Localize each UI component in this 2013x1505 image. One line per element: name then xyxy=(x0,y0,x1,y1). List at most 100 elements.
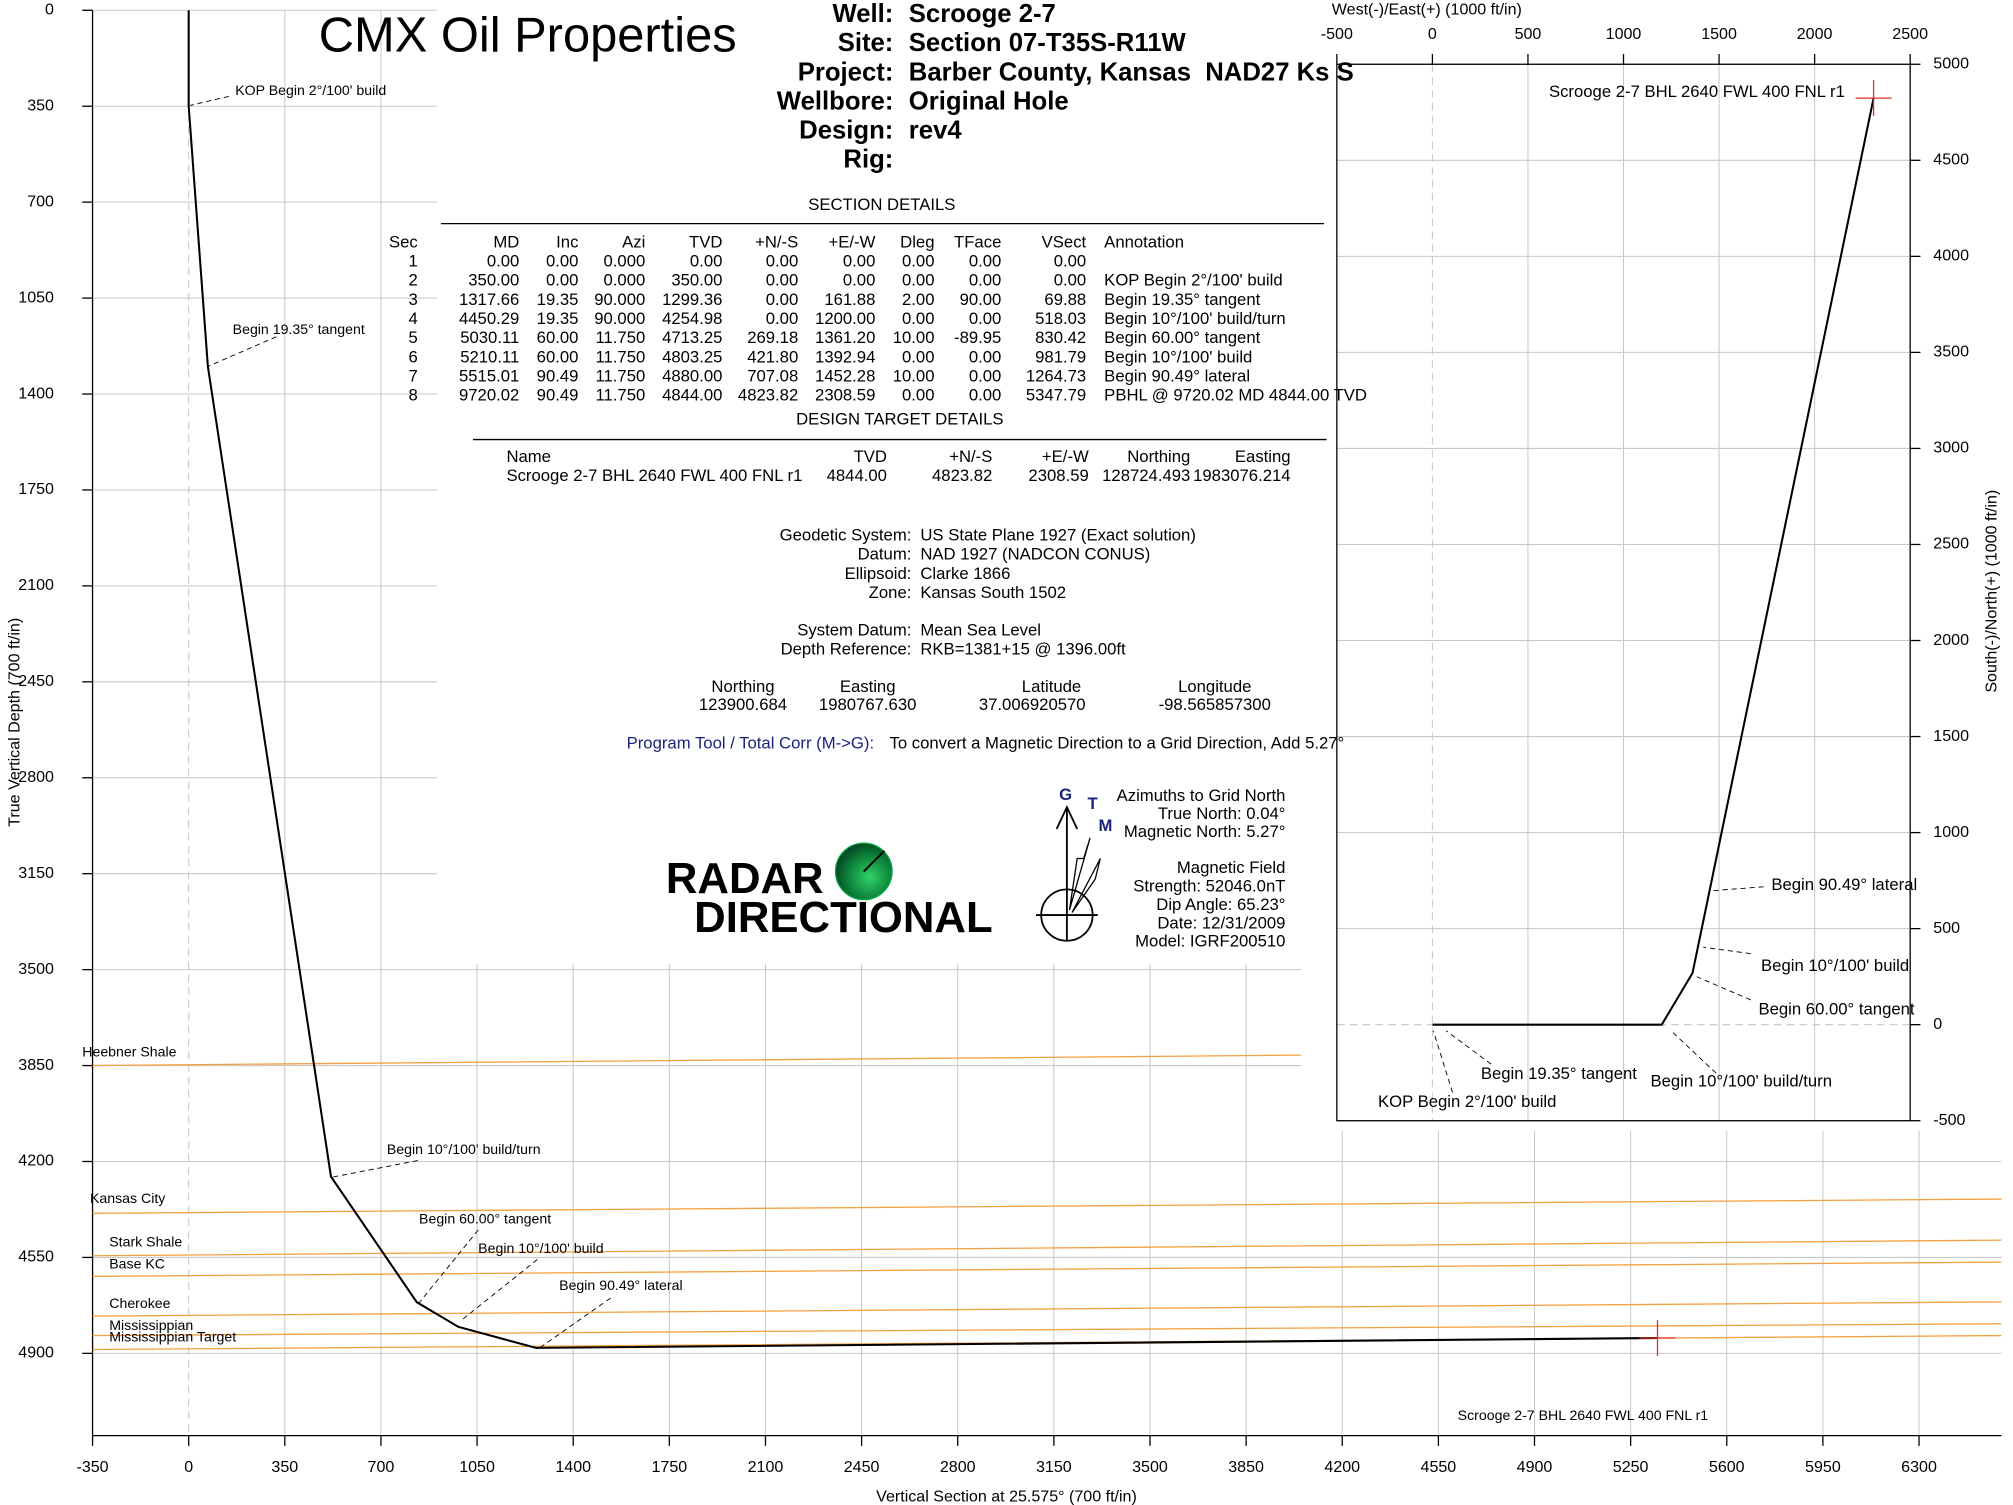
table-cell: 0.00 xyxy=(487,252,519,271)
x-tick-label: 1050 xyxy=(459,1458,495,1476)
info-label: Project: xyxy=(798,58,894,86)
table-cell: 0.00 xyxy=(969,386,1001,405)
table-cell: 0.00 xyxy=(690,252,722,271)
x-tick-label: 0 xyxy=(1428,25,1437,43)
y-tick-label: 2800 xyxy=(18,768,54,786)
formation-label: Heebner Shale xyxy=(82,1043,176,1059)
magnetic-text: Dip Angle: 65.23° xyxy=(1156,895,1285,914)
x-tick-label: -350 xyxy=(76,1458,108,1476)
table-cell: 0.00 xyxy=(766,309,798,328)
table-header: Inc xyxy=(556,232,578,251)
x-tick-label: 1400 xyxy=(555,1458,591,1476)
x-tick-label: 3150 xyxy=(1036,1458,1072,1476)
annotation: Begin 60.00° tangent xyxy=(1758,1000,1914,1019)
x-tick-label: 700 xyxy=(368,1458,395,1476)
table-cell: Begin 60.00° tangent xyxy=(1104,328,1260,347)
leader-line xyxy=(459,1259,538,1322)
table-cell: 0.00 xyxy=(766,252,798,271)
magnetic-text: Magnetic Field xyxy=(1177,858,1286,877)
geodetic-value: Mean Sea Level xyxy=(920,620,1041,639)
y-tick-label: 0 xyxy=(45,1,54,19)
leader-line xyxy=(1432,1030,1453,1093)
y-tick-label: 0 xyxy=(1933,1015,1942,1033)
table-cell: 4 xyxy=(408,309,417,328)
info-value: Section 07-T35S-R11W xyxy=(909,29,1187,57)
table-header: TVD xyxy=(689,232,722,251)
table-cell: Begin 90.49° lateral xyxy=(1104,366,1250,385)
plot-frame xyxy=(1336,63,1911,1122)
table-header: TFace xyxy=(954,232,1001,251)
table-header: +E/-W xyxy=(1042,447,1089,466)
table-cell: 0.00 xyxy=(843,271,875,290)
location-value: 1980767.630 xyxy=(819,695,916,714)
table-cell: 2308.59 xyxy=(815,386,875,405)
y-tick-label: -500 xyxy=(1933,1111,1965,1129)
correction-label: Program Tool / Total Corr (M->G): xyxy=(627,734,874,753)
y-tick-label: 4000 xyxy=(1933,247,1969,265)
x-tick-label: 350 xyxy=(271,1458,298,1476)
x-tick-label: 500 xyxy=(1515,25,1542,43)
table-header: Annotation xyxy=(1104,232,1184,251)
azimuth-text: Azimuths to Grid North xyxy=(1117,786,1286,805)
y-tick-label: 3150 xyxy=(18,864,54,882)
x-tick-label: 2100 xyxy=(748,1458,784,1476)
table-header: MD xyxy=(493,232,519,251)
table-cell: 4823.82 xyxy=(738,386,798,405)
azimuth-text: Magnetic North: 5.27° xyxy=(1124,822,1286,841)
formation-line xyxy=(92,1301,2002,1317)
table-cell: 60.00 xyxy=(537,347,579,366)
y-tick-label: 4550 xyxy=(18,1248,54,1266)
north-letter: T xyxy=(1088,794,1099,813)
table-header: +N/-S xyxy=(949,447,992,466)
magnetic-text: Strength: 52046.0nT xyxy=(1133,877,1285,896)
location-value: -98.565857300 xyxy=(1159,695,1271,714)
geodetic-value: NAD 1927 (NADCON CONUS) xyxy=(920,545,1150,564)
table-cell: 5515.01 xyxy=(459,366,519,385)
leader-line xyxy=(331,1160,418,1178)
table-cell: 6 xyxy=(408,347,417,366)
table-cell: -89.95 xyxy=(954,328,1001,347)
formation-line xyxy=(92,1261,2002,1277)
table-cell: 350.00 xyxy=(468,271,519,290)
y-tick-label: 1050 xyxy=(18,288,54,306)
info-value: rev4 xyxy=(909,116,963,144)
y-tick-label: 2500 xyxy=(1933,535,1969,553)
table-cell: 0.00 xyxy=(546,252,578,271)
table-cell: 19.35 xyxy=(537,309,579,328)
table-cell: 60.00 xyxy=(537,328,579,347)
table-cell: 0.00 xyxy=(969,252,1001,271)
table-cell: 0.00 xyxy=(766,271,798,290)
table-header: Name xyxy=(506,447,551,466)
table-cell: 0.00 xyxy=(902,347,934,366)
table-cell: 1264.73 xyxy=(1026,366,1086,385)
x-tick-label: 4900 xyxy=(1517,1458,1553,1476)
leader-line xyxy=(1445,1030,1492,1065)
table-cell: 0.00 xyxy=(902,386,934,405)
north-letter: G xyxy=(1059,785,1072,804)
info-value: Barber County, Kansas NAD27 Ks S xyxy=(909,58,1354,86)
x-tick-label: 2000 xyxy=(1797,25,1833,43)
x-tick-label: 5950 xyxy=(1805,1458,1841,1476)
table-cell: 0.00 xyxy=(546,271,578,290)
annotation: Scrooge 2-7 BHL 2640 FWL 400 FNL r1 xyxy=(1549,82,1845,101)
y-tick-label: 500 xyxy=(1933,919,1960,937)
magnetic-text: Model: IGRF200510 xyxy=(1135,932,1285,951)
table-cell: 350.00 xyxy=(671,271,722,290)
x-axis-title: West(-)/East(+) (1000 ft/in) xyxy=(1332,1,1522,19)
leader-line xyxy=(208,336,277,367)
x-tick-label: 3850 xyxy=(1228,1458,1264,1476)
logo-text: DIRECTIONAL xyxy=(694,893,993,942)
formation-label: Mississippian Target xyxy=(109,1329,236,1345)
formation-label: Cherokee xyxy=(109,1295,170,1311)
table-cell: 0.00 xyxy=(1054,252,1086,271)
geodetic-label: Zone: xyxy=(869,583,912,602)
table-cell: 2308.59 xyxy=(1028,466,1088,485)
info-value: Scrooge 2-7 xyxy=(909,0,1056,28)
y-tick-label: 3000 xyxy=(1933,439,1969,457)
leader-line xyxy=(190,95,229,106)
x-tick-label: 4550 xyxy=(1421,1458,1457,1476)
table-cell: 2 xyxy=(408,271,417,290)
well-path xyxy=(187,10,1658,1349)
info-label: Well: xyxy=(832,0,893,28)
y-tick-label: 350 xyxy=(27,96,54,114)
